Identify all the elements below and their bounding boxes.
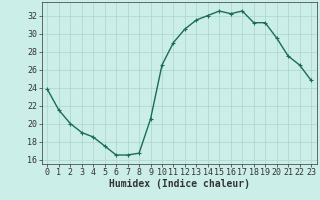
X-axis label: Humidex (Indice chaleur): Humidex (Indice chaleur) [109, 179, 250, 189]
